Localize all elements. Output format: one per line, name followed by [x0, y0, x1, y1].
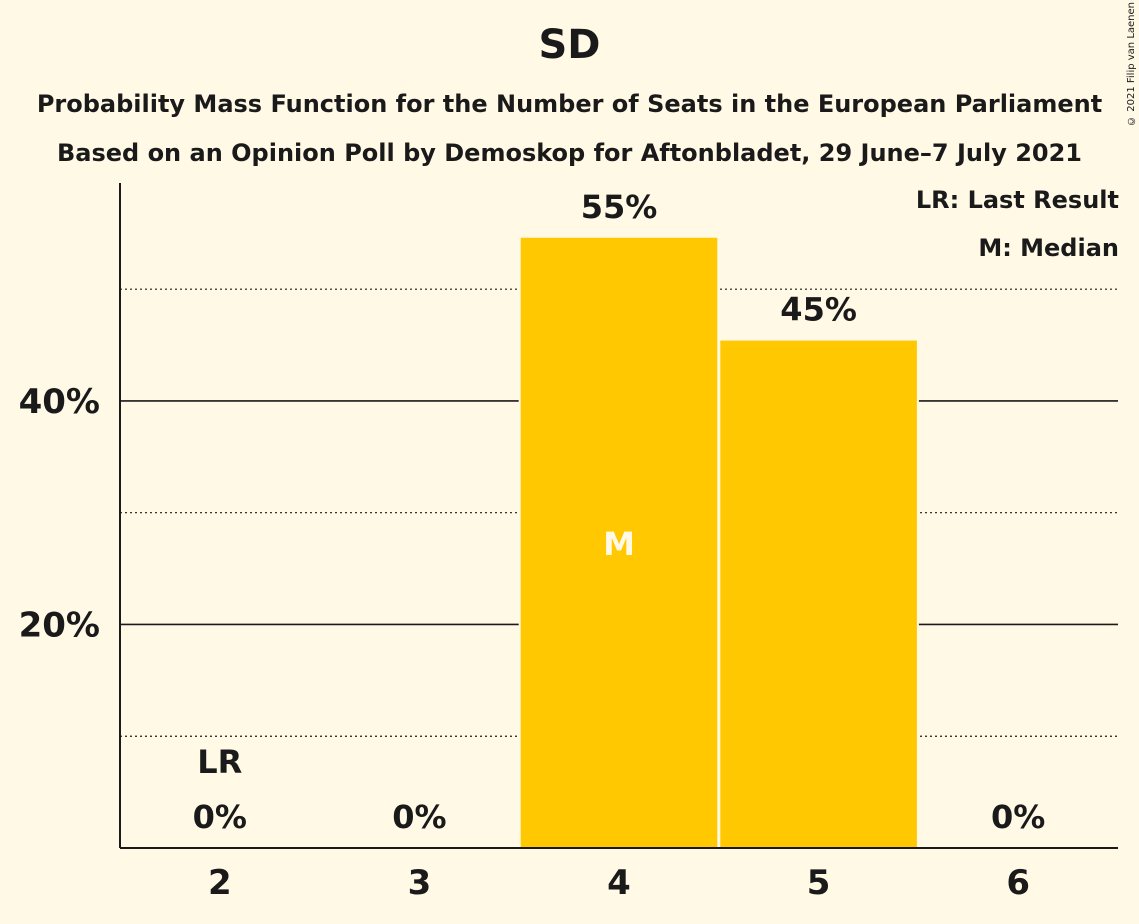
chart-subtitle-poll: Based on an Opinion Poll by Demoskop for… [56, 139, 1082, 167]
data-label: 0% [193, 798, 247, 836]
x-tick-label: 4 [607, 863, 631, 903]
x-tick-label: 6 [1006, 863, 1030, 903]
bar [520, 237, 718, 848]
x-tick-label: 2 [208, 863, 232, 903]
median-marker: M [603, 525, 635, 563]
data-label: 0% [392, 798, 446, 836]
x-tick-label: 3 [408, 863, 432, 903]
data-label: 45% [780, 291, 857, 329]
last-result-marker: LR [197, 743, 242, 781]
x-tick-label: 5 [807, 863, 831, 903]
chart-subtitle: Probability Mass Function for the Number… [36, 90, 1103, 118]
chart-title: SD [538, 22, 601, 68]
legend-last-result: LR: Last Result [915, 186, 1119, 214]
y-tick-label: 40% [19, 382, 100, 422]
data-label: 0% [991, 798, 1045, 836]
data-label: 55% [581, 188, 658, 226]
legend-median: M: Median [978, 234, 1119, 262]
bar [720, 340, 917, 848]
y-tick-label: 20% [19, 605, 100, 645]
